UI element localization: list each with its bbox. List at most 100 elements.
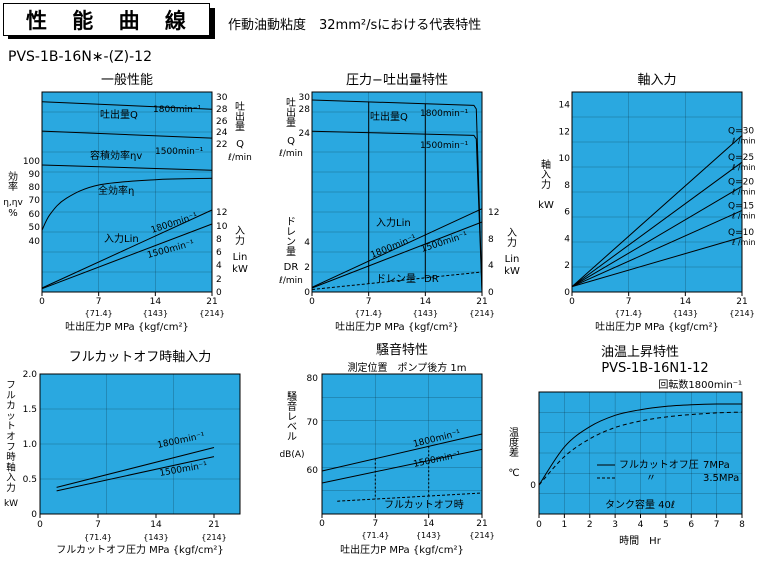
chart1-right-bottom-axis-title: 入 bbox=[235, 226, 245, 237]
chart6-subtitle: PVS-1B-16N1-12 bbox=[601, 361, 708, 376]
chart2-left-bottom-tick: 2 bbox=[304, 263, 310, 273]
chart3-series-label: Q=15 bbox=[728, 201, 754, 211]
chart4-left-tick: 2.0 bbox=[23, 370, 38, 380]
chart2-right-tick: 12 bbox=[488, 208, 499, 218]
chart1-right-bottom-axis-title: 力 bbox=[235, 234, 245, 247]
chart2-left-bottom-tick: 4 bbox=[304, 238, 310, 248]
chart5-left-axis-title: 音 bbox=[287, 400, 297, 413]
chart6-series-line bbox=[538, 403, 743, 486]
chart6-x-tick-label: 6 bbox=[688, 520, 694, 530]
chart4-left-axis-title: kW bbox=[4, 499, 18, 509]
chart2-series-label: 1800min⁻¹ bbox=[420, 109, 469, 119]
chart4-plot-area bbox=[39, 373, 241, 515]
chart2-right-axis-title: kW bbox=[504, 266, 520, 277]
chart3-series-line bbox=[571, 185, 743, 288]
chart6-left-axis-title: 度 bbox=[509, 436, 519, 449]
page-title: 性 能 曲 線 bbox=[26, 9, 195, 33]
chart1-left-tick: 100 bbox=[23, 157, 40, 167]
chart1-left-axis-title: η,ηv bbox=[3, 198, 23, 208]
chart3-series-label: Q=30 bbox=[728, 126, 754, 136]
chart6-x-axis-title: 時間 Hr bbox=[619, 535, 662, 547]
chart2-left-top-axis-title: 量 bbox=[286, 117, 296, 129]
chart3-plot-area bbox=[571, 91, 743, 293]
chart5-x-tick-sublabel: {214} bbox=[469, 531, 494, 540]
chart4-series-line bbox=[56, 456, 215, 492]
chart4-left-axis-title: カ bbox=[6, 401, 16, 412]
chart3-series-unit: ℓ /min bbox=[731, 136, 756, 145]
chart3-series-line bbox=[571, 209, 743, 288]
chart1-right-top-tick: 28 bbox=[216, 105, 228, 115]
chart2-right-tick: 0 bbox=[488, 288, 494, 298]
chart5-x-tick-label: 14 bbox=[423, 519, 435, 529]
chart5-x-tick-sublabel: {143} bbox=[416, 531, 441, 540]
chart1-series-label: 容積効率ηv bbox=[90, 149, 142, 162]
chart3-series-unit: ℓ /min bbox=[731, 187, 756, 196]
chart2-x-tick-label: 21 bbox=[476, 297, 487, 307]
chart3-series-unit: ℓ /min bbox=[731, 163, 756, 172]
chart1-series-label: 1500min⁻¹ bbox=[155, 147, 204, 157]
chart3-x-tick-sublabel: {214} bbox=[729, 309, 754, 318]
chart1-x-tick-label: 14 bbox=[150, 297, 162, 307]
chart3-series-line bbox=[571, 236, 743, 288]
chart2-left-top-axis-title: 吐 bbox=[286, 97, 296, 109]
chart3-left-tick: 0 bbox=[564, 288, 570, 298]
chart2-x-tick-sublabel: {214} bbox=[469, 309, 494, 318]
chart1-right-bottom-tick: 10 bbox=[216, 222, 228, 232]
chart3-x-tick-sublabel: {143} bbox=[673, 309, 698, 318]
chart1-right-top-axis-title: 吐 bbox=[235, 101, 245, 113]
chart2-right-axis-title: 入 bbox=[507, 228, 517, 239]
chart4-left-axis-title: フ bbox=[6, 442, 16, 453]
chart1-left-tick: 70 bbox=[29, 196, 41, 206]
chart2-series-line bbox=[311, 130, 483, 293]
chart4-left-axis-title: ッ bbox=[6, 411, 16, 422]
chart1-series-line bbox=[41, 164, 213, 171]
chart4-x-tick-sublabel: {71.4} bbox=[84, 533, 112, 542]
chart1-right-bottom-tick: 12 bbox=[216, 208, 227, 218]
chart6-x-tick-label: 2 bbox=[587, 520, 593, 530]
chart4-left-tick: 0 bbox=[31, 510, 37, 520]
chart6-plot-area bbox=[538, 391, 743, 515]
chart1-right-bottom-tick: 6 bbox=[216, 248, 222, 258]
chart1-right-bottom-axis-title: Lin bbox=[233, 252, 248, 263]
header-shadow-bottom bbox=[8, 35, 215, 39]
chart5-left-tick: 70 bbox=[307, 418, 319, 428]
chart6-x-tick-label: 7 bbox=[714, 520, 720, 530]
chart1-right-top-tick: 26 bbox=[216, 117, 228, 127]
chart3-series-label: Q=25 bbox=[728, 153, 754, 163]
chart5-x-tick-label: 7 bbox=[372, 519, 378, 529]
chart1-right-bottom-tick: 0 bbox=[216, 288, 222, 298]
chart1-right-bottom-tick: 8 bbox=[216, 235, 222, 245]
chart4-x-tick-sublabel: {143} bbox=[143, 533, 168, 542]
chart4-title: フルカットオフ時軸入力 bbox=[69, 350, 212, 365]
chart1-right-top-axis-title: 量 bbox=[235, 121, 245, 133]
chart3-left-tick: 6 bbox=[564, 208, 570, 218]
chart3-x-axis-title: 吐出圧力P MPa {kgf/cm²} bbox=[595, 320, 719, 333]
chart4-x-tick-label: 14 bbox=[150, 520, 162, 530]
chart4-x-axis-title: フルカットオフ圧力 MPa {kgf/cm²} bbox=[56, 543, 223, 556]
chart6-legend-label: 〃 bbox=[646, 473, 656, 484]
chart1-series-line bbox=[41, 101, 213, 110]
chart3-left-tick: 8 bbox=[564, 181, 570, 191]
chart1-right-top-tick: 30 bbox=[216, 93, 228, 103]
chart6-legend-label: 7MPa bbox=[703, 460, 730, 471]
chart1-series-label: 吐出量Q bbox=[100, 108, 138, 121]
chart2-left-bottom-tick: 0 bbox=[304, 288, 310, 298]
chart3-left-tick: 14 bbox=[559, 101, 571, 111]
chart2-left-bottom-axis-title: ℓ/min bbox=[278, 276, 303, 286]
chart3-left-axis-title: 力 bbox=[541, 178, 551, 191]
chart4-left-axis-title: ト bbox=[6, 421, 16, 432]
chart3-series-unit: ℓ /min bbox=[731, 211, 756, 220]
chart2-left-top-tick: 30 bbox=[299, 93, 311, 103]
chart5-title: 騒音特性 bbox=[376, 342, 428, 358]
chart4-left-axis-title: 力 bbox=[6, 482, 16, 494]
chart3-series-label: Q=10 bbox=[728, 228, 754, 238]
chart1-title: 一般性能 bbox=[101, 72, 153, 88]
chart5-subtitle: 測定位置 ポンプ後方 1m bbox=[348, 361, 467, 374]
chart5-left-tick: 60 bbox=[307, 466, 319, 476]
chart4-left-tick: 0.5 bbox=[23, 475, 37, 485]
chart4-x-tick-label: 7 bbox=[95, 520, 101, 530]
chart3-series-unit: ℓ /min bbox=[731, 238, 756, 247]
chart1-series-line bbox=[41, 209, 213, 289]
chart2-left-top-axis-title: 出 bbox=[286, 106, 296, 119]
chart6-left-axis-title: ℃ bbox=[508, 468, 519, 479]
